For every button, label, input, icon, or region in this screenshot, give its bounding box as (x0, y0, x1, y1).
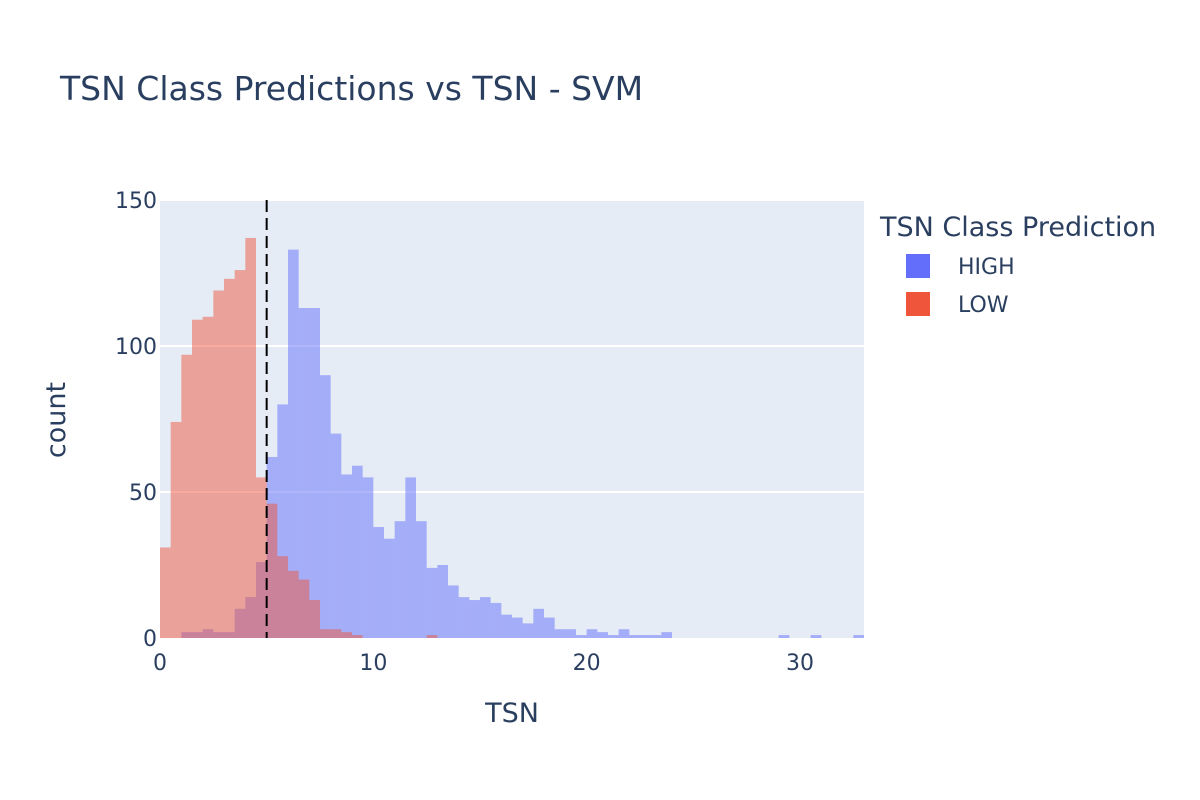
bar-high[interactable] (480, 597, 491, 638)
bar-high[interactable] (309, 308, 320, 638)
bar-low[interactable] (160, 547, 171, 638)
x-tick-label: 10 (359, 651, 387, 676)
bar-high[interactable] (341, 474, 352, 638)
legend-title: TSN Class Prediction (879, 212, 1156, 243)
bar-high[interactable] (384, 538, 395, 638)
series-low (160, 237, 438, 638)
bar-high[interactable] (448, 585, 459, 638)
bar-high[interactable] (576, 635, 587, 638)
bar-low[interactable] (192, 319, 203, 638)
y-tick-label: 0 (143, 627, 157, 652)
bar-high[interactable] (437, 565, 448, 638)
y-tick-label: 50 (129, 481, 157, 506)
bar-high[interactable] (458, 597, 470, 638)
bar-high[interactable] (565, 629, 576, 638)
bar-low[interactable] (170, 421, 182, 638)
legend-label-low: LOW (958, 293, 1009, 318)
bar-high[interactable] (373, 527, 384, 638)
axis-ticks: 0 10 20 30 0 50 100 150 (115, 189, 814, 676)
bar-high[interactable] (352, 465, 363, 638)
bar-high[interactable] (362, 477, 374, 638)
bar-low[interactable] (320, 629, 331, 638)
bar-low[interactable] (224, 278, 235, 638)
bar-high[interactable] (277, 404, 288, 638)
legend-label-high: HIGH (958, 255, 1015, 280)
bar-high[interactable] (320, 375, 331, 638)
bar-high[interactable] (522, 623, 534, 638)
bar-low[interactable] (426, 635, 438, 638)
bar-low[interactable] (309, 600, 320, 638)
legend-item-low[interactable]: LOW (906, 292, 1009, 318)
bar-high[interactable] (554, 629, 566, 638)
bar-high[interactable] (586, 629, 598, 638)
x-tick-label: 0 (153, 651, 167, 676)
bar-low[interactable] (202, 316, 214, 638)
bar-high[interactable] (426, 567, 438, 638)
bar-high[interactable] (298, 308, 310, 638)
series-high (181, 249, 864, 638)
bar-high[interactable] (394, 521, 406, 638)
y-tick-label: 100 (115, 335, 157, 360)
bar-low[interactable] (234, 270, 246, 638)
bar-high[interactable] (597, 632, 608, 638)
x-tick-label: 30 (786, 651, 814, 676)
bar-low[interactable] (213, 290, 224, 638)
bar-high[interactable] (330, 433, 342, 638)
x-axis-label: TSN (484, 698, 539, 729)
bar-high[interactable] (618, 629, 630, 638)
bar-high[interactable] (533, 608, 544, 638)
bar-low[interactable] (256, 477, 267, 638)
histogram-bars (160, 237, 864, 638)
legend-swatch-low (906, 292, 930, 316)
bar-low[interactable] (288, 570, 299, 638)
legend-item-high[interactable]: HIGH (906, 254, 1015, 280)
bar-high[interactable] (469, 600, 480, 638)
bar-high[interactable] (810, 635, 822, 638)
bar-low[interactable] (330, 629, 342, 638)
legend-swatch-high (906, 254, 930, 278)
bar-low[interactable] (245, 237, 256, 638)
y-axis-label: count (41, 382, 72, 458)
bar-low[interactable] (266, 503, 278, 638)
bar-low[interactable] (298, 579, 310, 638)
chart-title: TSN Class Predictions vs TSN - SVM (59, 69, 643, 108)
bar-high[interactable] (640, 635, 651, 638)
bar-high[interactable] (416, 521, 427, 638)
legend: TSN Class Prediction HIGH LOW (879, 212, 1156, 318)
bar-low[interactable] (181, 354, 192, 638)
bar-low[interactable] (341, 632, 352, 638)
bar-high[interactable] (778, 635, 790, 638)
x-tick-label: 20 (573, 651, 601, 676)
bar-high[interactable] (405, 477, 416, 638)
bar-low[interactable] (277, 556, 288, 638)
bar-high[interactable] (501, 614, 512, 638)
bar-high[interactable] (544, 617, 555, 638)
bar-high[interactable] (608, 635, 619, 638)
bar-high[interactable] (650, 635, 662, 638)
bar-high[interactable] (629, 635, 640, 638)
y-tick-label: 150 (115, 189, 157, 214)
bar-high[interactable] (490, 602, 502, 638)
bar-high[interactable] (853, 635, 864, 638)
bar-high[interactable] (661, 632, 672, 638)
bar-high[interactable] (288, 249, 299, 638)
bar-high[interactable] (512, 617, 523, 638)
bar-low[interactable] (352, 635, 363, 638)
